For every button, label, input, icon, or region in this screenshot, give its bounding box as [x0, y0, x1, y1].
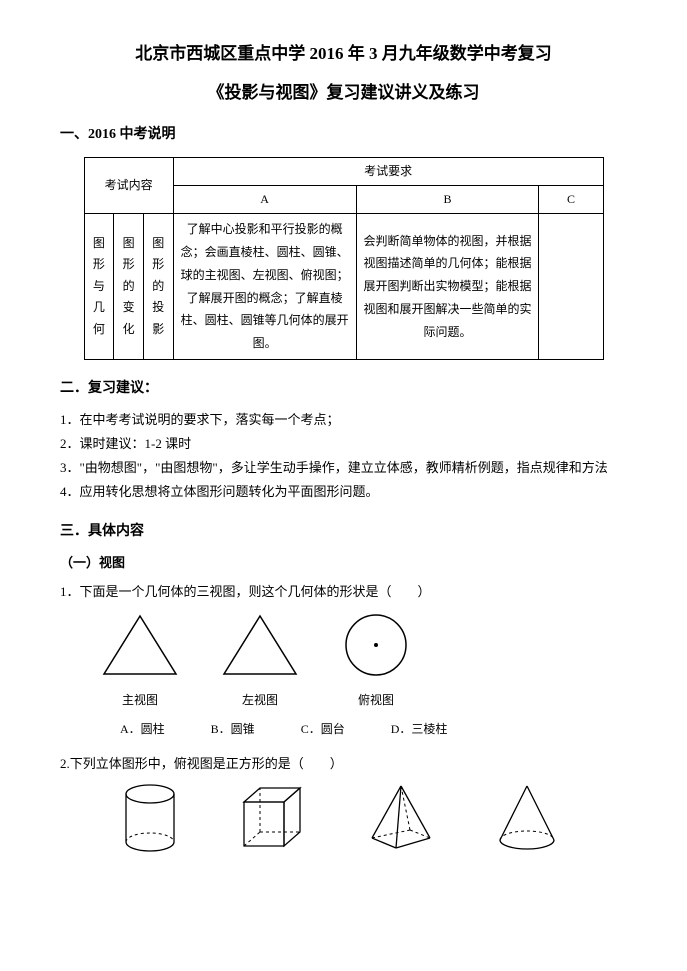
label-top: 俯视图 [340, 691, 412, 710]
th-req: 考试要求 [173, 157, 603, 185]
cell-a: 了解中心投影和平行投影的概念；会画直棱柱、圆柱、圆锥、球的主视图、左视图、俯视图… [173, 214, 356, 360]
cell-cat1: 图形与几何 [84, 214, 114, 360]
cell-cat3: 图形的投影 [143, 214, 173, 360]
cell-b: 会判断简单物体的视图，并根据视图描述简单的几何体；能根据展开图判断出实物模型；能… [356, 214, 539, 360]
th-content: 考试内容 [84, 157, 173, 213]
triangle-icon [100, 612, 180, 678]
cylinder-icon [120, 782, 180, 854]
th-a: A [173, 185, 356, 213]
triangle-icon [220, 612, 300, 678]
sec2-item-1: 1．在中考考试说明的要求下，落实每一个考点； [60, 410, 627, 431]
title-line-2: 《投影与视图》复习建议讲义及练习 [60, 79, 627, 106]
section2-heading: 二．复习建议： [60, 378, 627, 400]
cell-c [539, 214, 603, 360]
sec2-item-3: 3．"由物想图"，"由图想物"，多让学生动手操作，建立立体感，教师精析例题，指点… [60, 458, 627, 479]
cone-icon [492, 782, 562, 854]
q1-figures: 主视图 左视图 俯视图 [100, 612, 627, 710]
th-b: B [356, 185, 539, 213]
q1-options: A．圆柱 B．圆锥 C．圆台 D．三棱柱 [120, 720, 627, 739]
opt-a: A．圆柱 [120, 720, 165, 739]
opt-b: B．圆锥 [211, 720, 255, 739]
fig-top-view: 俯视图 [340, 612, 412, 710]
th-c: C [539, 185, 603, 213]
section3-heading: 三．具体内容 [60, 521, 627, 543]
q2-figures [120, 782, 627, 854]
label-left: 左视图 [220, 691, 300, 710]
question-1: 1．下面是一个几何体的三视图，则这个几何体的形状是（ ） [60, 582, 627, 603]
section1-heading: 一、2016 中考说明 [60, 124, 627, 146]
fig-main-view: 主视图 [100, 612, 180, 710]
section3-sub1: （一）视图 [60, 553, 627, 574]
title-line-1: 北京市西城区重点中学 2016 年 3 月九年级数学中考复习 [60, 40, 627, 67]
sec2-item-4: 4．应用转化思想将立体图形问题转化为平面图形问题。 [60, 482, 627, 503]
label-main: 主视图 [100, 691, 180, 710]
opt-d: D．三棱柱 [391, 720, 448, 739]
question-2: 2.下列立体图形中，俯视图是正方形的是（ ） [60, 754, 627, 775]
circle-dot-icon [340, 612, 412, 678]
pyramid-icon [366, 782, 436, 854]
fig-left-view: 左视图 [220, 612, 300, 710]
cell-cat2: 图形的变化 [114, 214, 144, 360]
opt-c: C．圆台 [301, 720, 345, 739]
section2-list: 1．在中考考试说明的要求下，落实每一个考点； 2．课时建议：1-2 课时 3．"… [60, 410, 627, 502]
cube-icon [236, 782, 310, 854]
requirement-table: 考试内容 考试要求 A B C 图形与几何 图形的变化 图形的投影 了解中心投影… [84, 157, 604, 360]
sec2-item-2: 2．课时建议：1-2 课时 [60, 434, 627, 455]
